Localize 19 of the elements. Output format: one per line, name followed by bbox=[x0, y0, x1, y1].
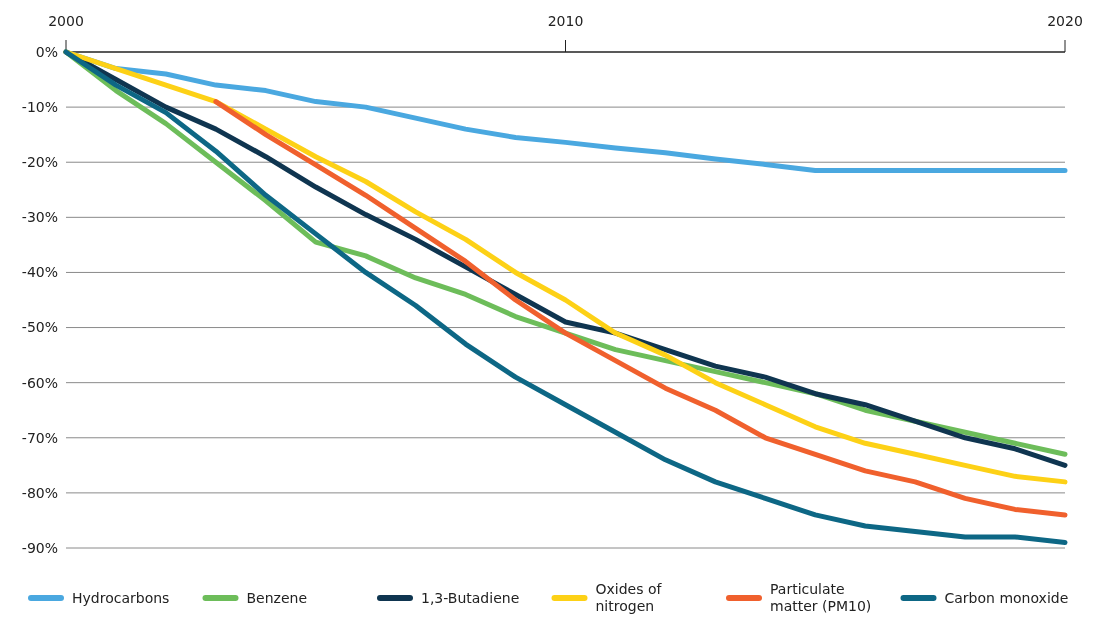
x-tick-label: 2000 bbox=[48, 13, 84, 29]
legend-label: Carbon monoxide bbox=[944, 589, 1069, 606]
legend-label: Oxides of nitrogen bbox=[595, 580, 663, 615]
y-tick-label: -40% bbox=[21, 264, 58, 281]
y-tick-label: -80% bbox=[21, 484, 58, 501]
x-tick-label: 2020 bbox=[1047, 13, 1083, 29]
y-tick-label: -90% bbox=[21, 539, 58, 556]
x-tick-label: 2010 bbox=[547, 13, 584, 29]
y-tick-label: -20% bbox=[21, 154, 58, 171]
y-tick-label: -60% bbox=[21, 374, 58, 391]
y-tick-label: -50% bbox=[21, 319, 58, 336]
y-tick-label: 0% bbox=[35, 43, 58, 60]
legend-label: Benzene bbox=[246, 589, 308, 606]
y-tick-label: -70% bbox=[21, 429, 58, 446]
legend-label: Hydrocarbons bbox=[72, 589, 170, 606]
legend-label: Particulate matter (PM10) bbox=[770, 580, 872, 615]
y-tick-label: -10% bbox=[21, 99, 58, 116]
y-tick-label: -30% bbox=[21, 209, 58, 226]
legend-label: 1,3-Butadiene bbox=[421, 589, 520, 606]
